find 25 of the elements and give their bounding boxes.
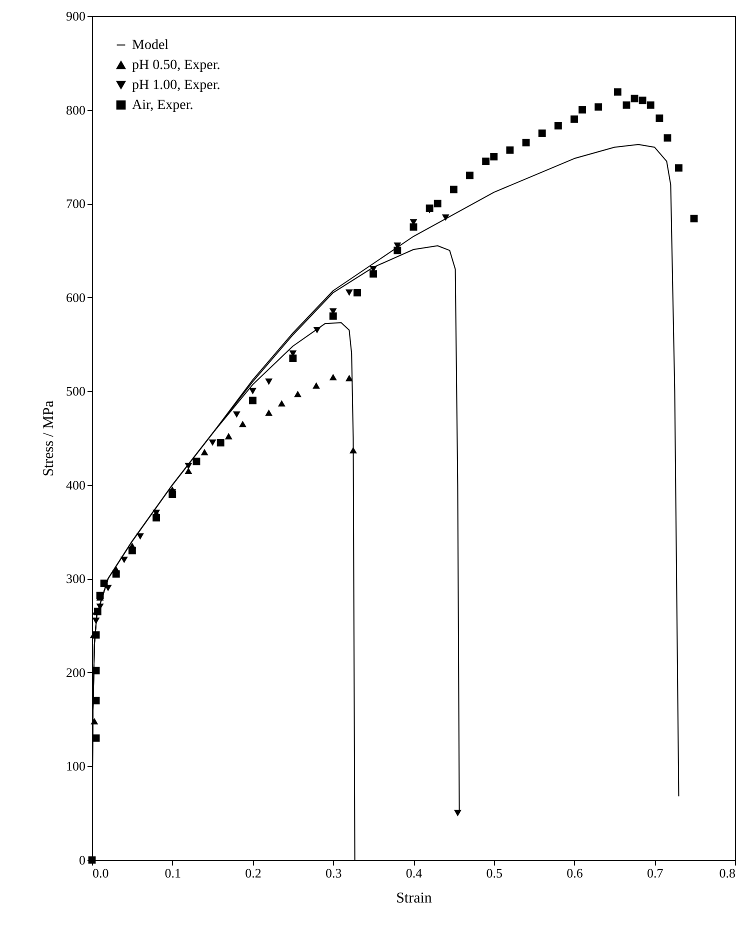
legend-label: Model bbox=[132, 38, 169, 53]
x-tick-label: 0.5 bbox=[486, 866, 502, 880]
legend-label: pH 0.50, Exper. bbox=[132, 58, 220, 73]
y-tick-label: 700 bbox=[66, 196, 86, 212]
y-tick-label: 500 bbox=[66, 384, 86, 399]
x-tick-label: 0.3 bbox=[326, 866, 342, 880]
legend-label: pH 1.00, Exper. bbox=[132, 78, 220, 93]
y-tick-label: 400 bbox=[66, 477, 86, 492]
x-tick-label: 0.7 bbox=[647, 866, 664, 880]
x-tick-label: 0.4 bbox=[406, 866, 423, 880]
x-axis-title: Strain bbox=[396, 890, 432, 906]
x-tick-label: 0.1 bbox=[164, 866, 181, 880]
x-tick-label: 0.8 bbox=[719, 866, 736, 880]
x-tick-label: 0.2 bbox=[245, 866, 262, 880]
y-tick-label: 200 bbox=[66, 664, 86, 680]
y-tick-label: 800 bbox=[66, 102, 86, 118]
x-tick-label: 0.0 bbox=[92, 866, 109, 880]
y-tick-label: 0 bbox=[79, 852, 86, 868]
y-tick-label: 600 bbox=[66, 290, 86, 305]
y-tick-label: 300 bbox=[66, 571, 86, 586]
y-tick-label: 100 bbox=[66, 758, 86, 774]
x-tick-label: 0.6 bbox=[566, 866, 584, 880]
y-tick-label: 900 bbox=[66, 8, 86, 24]
y-axis-title: Stress / MPa bbox=[41, 400, 57, 476]
legend-label: Air, Exper. bbox=[132, 98, 194, 113]
